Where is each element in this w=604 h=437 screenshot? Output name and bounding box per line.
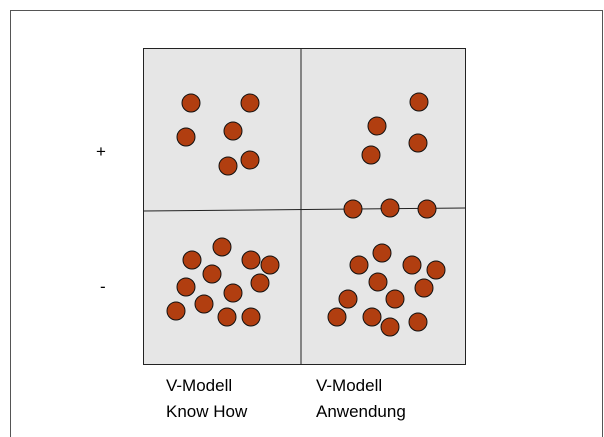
dot xyxy=(194,294,214,314)
dot xyxy=(426,260,446,280)
dot xyxy=(408,312,428,332)
dot xyxy=(240,150,260,170)
column-label: Know How xyxy=(166,402,248,421)
dot xyxy=(417,199,437,219)
dot xyxy=(240,93,260,113)
dot xyxy=(372,243,392,263)
dot xyxy=(176,277,196,297)
dot xyxy=(338,289,358,309)
dot xyxy=(212,237,232,257)
dot xyxy=(241,307,261,327)
dot xyxy=(409,92,429,112)
dot xyxy=(202,264,222,284)
dot xyxy=(343,199,363,219)
dot xyxy=(361,145,381,165)
row-label: + xyxy=(96,142,106,161)
dot xyxy=(181,93,201,113)
column-label: Anwendung xyxy=(316,402,406,421)
row-label: - xyxy=(100,277,106,296)
column-label: V-Modell xyxy=(166,376,232,395)
dot xyxy=(408,133,428,153)
dot xyxy=(349,255,369,275)
dot xyxy=(241,250,261,270)
dot xyxy=(166,301,186,321)
dot xyxy=(218,156,238,176)
dot xyxy=(362,307,382,327)
column-label: V-Modell xyxy=(316,376,382,395)
dot xyxy=(367,116,387,136)
dot xyxy=(327,307,347,327)
dot xyxy=(368,272,388,292)
dot xyxy=(223,121,243,141)
dot xyxy=(217,307,237,327)
dot xyxy=(182,250,202,270)
dot xyxy=(414,278,434,298)
dot xyxy=(385,289,405,309)
dot xyxy=(250,273,270,293)
dot xyxy=(380,317,400,337)
dot xyxy=(260,255,280,275)
dots xyxy=(166,92,446,337)
divider-horizontal xyxy=(142,207,467,212)
dot xyxy=(380,198,400,218)
dot xyxy=(402,255,422,275)
dot xyxy=(223,283,243,303)
dot xyxy=(176,127,196,147)
